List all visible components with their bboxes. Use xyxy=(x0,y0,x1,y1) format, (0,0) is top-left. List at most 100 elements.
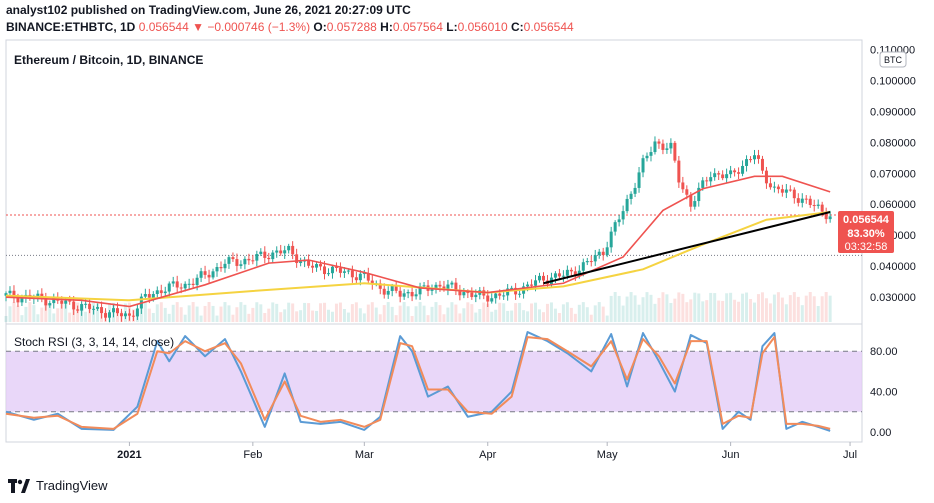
volume-bar xyxy=(338,302,342,322)
volume-bar xyxy=(569,307,573,322)
candle-body xyxy=(462,292,466,296)
candle-body xyxy=(354,277,358,281)
candle-body xyxy=(171,281,175,284)
candle-body xyxy=(701,180,705,188)
last-price: 0.056544 xyxy=(138,20,189,34)
volume-bar xyxy=(541,312,545,322)
time-axis[interactable]: 2021 Feb Mar Apr May Jun Jul xyxy=(117,442,857,461)
volume-bar xyxy=(287,302,291,322)
candle-body xyxy=(378,283,382,289)
candle-body xyxy=(8,290,12,294)
candle-body xyxy=(88,303,92,310)
low-label: L: xyxy=(446,20,458,34)
volume-bar xyxy=(629,292,633,322)
candle-body xyxy=(490,298,494,302)
candle-body xyxy=(824,211,828,220)
stoch-rsi-title: Stoch RSI (3, 3, 14, 14, close) xyxy=(14,335,174,349)
candle-body xyxy=(705,180,709,182)
candle-body xyxy=(358,273,362,281)
close-label: C: xyxy=(510,20,524,34)
candle-body xyxy=(299,261,303,264)
volume-bar xyxy=(235,307,239,322)
candle-body xyxy=(84,303,88,305)
volume-bar xyxy=(64,304,68,322)
last-price-tag: 0.056544 83.30% 03:32:58 xyxy=(838,211,894,253)
volume-bar xyxy=(557,313,561,322)
volume-bar xyxy=(223,302,227,322)
candle-body xyxy=(625,198,629,212)
candle-body xyxy=(681,182,685,190)
volume-bar xyxy=(394,315,398,322)
volume-bar xyxy=(534,302,538,322)
volume-bar xyxy=(705,300,709,322)
volume-bar xyxy=(171,304,175,322)
candle-body xyxy=(621,211,625,220)
volume-bar xyxy=(812,296,816,322)
stoch-rsi-d-line xyxy=(5,336,831,430)
candle-body xyxy=(569,269,573,272)
volume-bar xyxy=(84,311,88,322)
volume-bar xyxy=(518,302,522,322)
volume-bar xyxy=(701,301,705,322)
volume-bar xyxy=(12,302,16,322)
volume-bar xyxy=(279,312,283,322)
candle-body xyxy=(645,155,649,159)
candle-body xyxy=(510,287,514,289)
volume-bar xyxy=(323,302,327,322)
volume-bar xyxy=(211,305,215,322)
candle-body xyxy=(458,290,462,296)
volume-bar xyxy=(430,306,434,322)
volume-bar xyxy=(669,303,673,322)
pane-title: Ethereum / Bitcoin, 1D, BINANCE xyxy=(14,53,203,67)
price-tick-label: 0.100000 xyxy=(870,75,916,87)
tradingview-footer[interactable]: TradingView xyxy=(8,478,108,493)
candle-body xyxy=(749,159,753,161)
volume-bar xyxy=(187,305,191,322)
rsi-tick-label: 80.00 xyxy=(870,346,898,358)
volume-bar xyxy=(390,306,394,322)
volume-bar xyxy=(609,295,613,322)
candle-body xyxy=(649,152,653,156)
volume-bar xyxy=(733,299,737,322)
volume-bar xyxy=(16,305,20,322)
candle-body xyxy=(466,292,470,294)
volume-bar xyxy=(804,295,808,322)
candle-body xyxy=(255,254,259,261)
candle-body xyxy=(52,297,56,304)
volume-bar xyxy=(784,304,788,322)
candle-body xyxy=(203,271,207,275)
candle-body xyxy=(307,259,311,266)
volume-bar xyxy=(649,294,653,322)
volume-bar xyxy=(315,310,319,322)
volume-bar xyxy=(665,294,669,322)
candle-body xyxy=(311,265,315,268)
volume-bar xyxy=(271,302,275,322)
volume-bar xyxy=(605,315,609,322)
volume-bar xyxy=(581,302,585,322)
time-tick-label: Feb xyxy=(243,449,262,461)
candle-body xyxy=(601,251,605,256)
volume-bar xyxy=(88,309,92,322)
volume-bar xyxy=(776,292,780,322)
volume-bar xyxy=(565,302,569,322)
candle-body xyxy=(326,273,330,275)
volume-bar xyxy=(780,297,784,322)
candle-body xyxy=(362,273,366,275)
candle-body xyxy=(753,155,757,160)
candle-body xyxy=(131,315,135,317)
volume-bar xyxy=(677,292,681,322)
volume-bar xyxy=(494,309,498,322)
volume-bar xyxy=(753,302,757,322)
candle-body xyxy=(271,252,275,260)
volume-bar xyxy=(303,302,307,322)
candle-body xyxy=(386,290,390,295)
price-tick-label: 0.080000 xyxy=(870,137,916,149)
currency-badge[interactable]: BTC xyxy=(879,51,907,68)
candle-body xyxy=(589,261,593,263)
volume-bar xyxy=(824,292,828,322)
candle-body xyxy=(804,198,808,200)
volume-bar xyxy=(366,304,370,322)
volume-bars xyxy=(4,292,832,322)
volume-bar xyxy=(179,307,183,322)
